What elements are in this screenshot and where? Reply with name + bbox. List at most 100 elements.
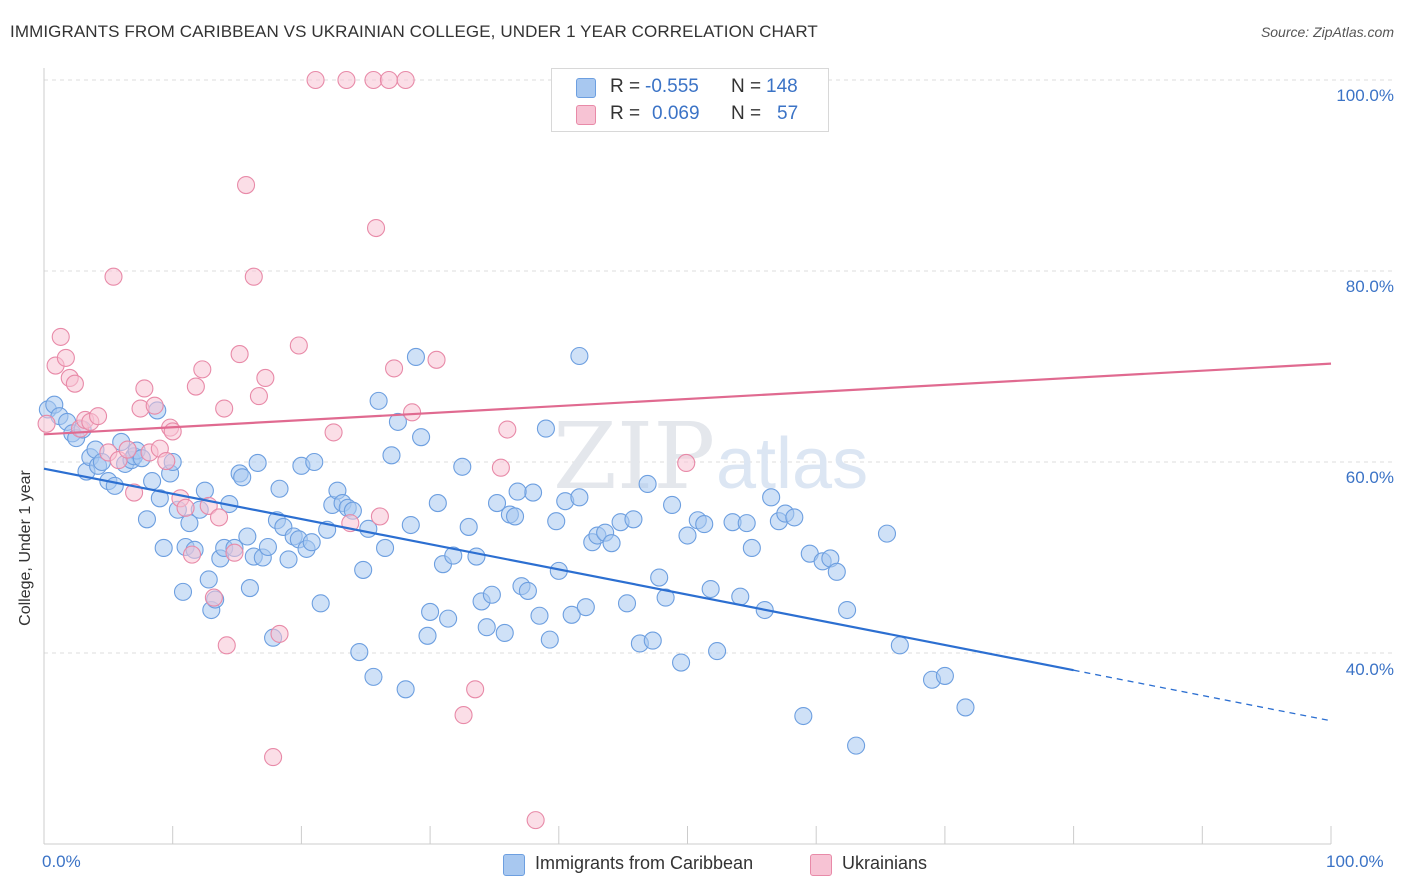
caribbean-point [376, 538, 395, 558]
caribbean-point [406, 347, 425, 367]
caribbean-point [643, 631, 662, 650]
ukrainian-point [89, 407, 108, 426]
ukrainian-point [289, 336, 308, 355]
ukrainian-point [306, 70, 325, 90]
caribbean-point [530, 606, 549, 625]
trend-line-ukrainians [43, 362, 1332, 436]
stats-swatch-caribbean [576, 78, 596, 98]
caribbean-point [663, 495, 682, 515]
caribbean-point [956, 698, 975, 717]
caribbean-point [396, 680, 415, 699]
ukrainian-point [454, 706, 473, 725]
caribbean-point [173, 582, 193, 601]
caribbean-point [672, 653, 691, 672]
ukrainian-point [270, 624, 289, 643]
caribbean-point [785, 508, 804, 527]
legend-label-caribbean: Immigrants from Caribbean [535, 853, 754, 873]
stats-row-caribbean: R = -0.555 N = 148 [552, 74, 828, 100]
caribbean-point [418, 626, 437, 645]
caribbean-point [453, 457, 472, 476]
ukrainian-point [204, 588, 223, 607]
caribbean-point [105, 476, 124, 495]
ukrainian-point [677, 453, 696, 473]
caribbean-point [311, 594, 330, 613]
ukrainian-point [65, 374, 84, 393]
ukrainian-point [237, 176, 256, 195]
r-label: R = [610, 103, 641, 124]
caribbean-point [412, 428, 431, 447]
r-value: 0.069 [652, 103, 700, 124]
ukrainian-point [193, 360, 212, 379]
caribbean-point [459, 517, 478, 536]
caribbean-point [369, 391, 388, 410]
caribbean-point [482, 585, 501, 604]
caribbean-point [877, 524, 897, 543]
ukrainian-point [466, 680, 485, 699]
n-label: N = [731, 76, 762, 97]
caribbean-point [382, 446, 401, 465]
n-value: 57 [777, 103, 799, 124]
caribbean-point [467, 547, 486, 566]
caribbean-point [536, 419, 555, 438]
caribbean-point [270, 479, 289, 498]
ukrainian-point [145, 396, 164, 415]
caribbean-point [154, 538, 173, 558]
caribbean-point [570, 488, 589, 507]
ukrainian-point [324, 423, 343, 442]
x-tick-label-0: 0.0% [42, 852, 81, 871]
caribbean-point [477, 618, 496, 637]
ukrainian-point [364, 70, 383, 90]
caribbean-point [439, 609, 458, 628]
stats-box: R = -0.555 N = 148 R = 0.069 N = 57 [551, 68, 829, 132]
caribbean-point [737, 514, 756, 533]
caribbean-point [195, 481, 214, 500]
grid-lines [44, 79, 1395, 654]
trend-line-caribbean [43, 467, 1074, 672]
stats-row-ukrainians: R = 0.069 N = 57 [552, 101, 828, 127]
ukrainian-point [176, 498, 195, 517]
caribbean-point [487, 494, 507, 513]
ukrainian-point [51, 327, 70, 346]
legend-swatch-ukrainians [810, 854, 832, 876]
n-value: 148 [766, 76, 798, 97]
caribbean-point [838, 600, 857, 620]
ukrainian-point [379, 70, 398, 90]
ukrainian-point [427, 350, 446, 369]
ukrainian-point [385, 359, 404, 378]
caribbean-point [233, 468, 252, 487]
caribbean-point [495, 623, 514, 642]
caribbean-point [731, 587, 750, 606]
caribbean-point [248, 453, 267, 473]
caribbean-point [742, 538, 761, 558]
caribbean-point [240, 579, 259, 598]
ukrainian-point [186, 377, 205, 396]
legend-label-ukrainians: Ukrainians [842, 853, 928, 873]
caribbean-point [656, 588, 675, 607]
stats-swatch-ukrainians [576, 105, 596, 125]
ukrainian-point [215, 399, 234, 418]
caribbean-point [279, 550, 298, 569]
caribbean-point [505, 507, 525, 526]
caribbean-point [708, 642, 727, 661]
ukrainian-point [56, 348, 75, 367]
caribbean-point [258, 537, 277, 557]
y-tick-label-80: 80.0% [1345, 277, 1394, 296]
ukrainian-point [37, 414, 56, 433]
caribbean-point [388, 412, 407, 431]
ukrainian-point [225, 543, 244, 562]
caribbean-point [547, 512, 566, 531]
watermark-atlas: atlas [716, 424, 868, 504]
ukrainian-point [526, 811, 545, 830]
ukrainian-point [163, 422, 182, 441]
caribbean-point [827, 562, 846, 581]
ukrainian-point [366, 218, 386, 238]
ukrainian-point [396, 70, 415, 90]
ukrainian-point [498, 420, 517, 439]
chart-title: IMMIGRANTS FROM CARIBBEAN VS UKRAINIAN C… [10, 22, 818, 41]
trend-lines [43, 362, 1332, 722]
axes [43, 68, 1332, 845]
caribbean-point [695, 515, 714, 534]
ukrainian-point [403, 403, 422, 422]
caribbean-point [794, 706, 813, 726]
